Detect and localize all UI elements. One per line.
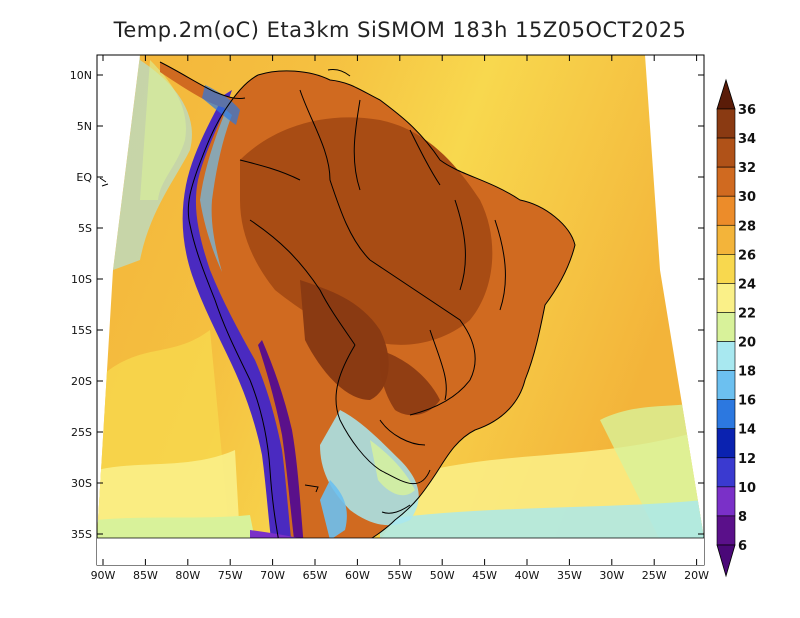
x-tick-label: 40W xyxy=(515,569,540,582)
country-borders xyxy=(99,61,576,549)
y-axis: 10N 5N EQ 5S 10S 15S 20S 25S 30S 35S xyxy=(70,69,704,541)
x-tick-label: 60W xyxy=(345,569,370,582)
x-tick-label: 80W xyxy=(175,569,200,582)
colorbar-label: 18 xyxy=(738,365,756,380)
colorbar-segment xyxy=(716,283,736,313)
colorbar-label: 12 xyxy=(738,452,756,467)
colorbar-label: 8 xyxy=(738,510,747,525)
y-tick-label: 5N xyxy=(77,120,92,133)
colorbar-segment xyxy=(716,224,736,255)
colorbar-bottom-arrow xyxy=(716,544,736,578)
colorbar: 36 34 32 30 28 26 24 22 20 18 16 14 12 10 8 6 xyxy=(716,78,756,578)
y-tick-label: 5S xyxy=(78,222,92,235)
x-tick-label: 85W xyxy=(133,569,158,582)
y-tick-label: 10S xyxy=(71,273,92,286)
colorbar-label: 22 xyxy=(738,306,756,321)
x-tick-label: 75W xyxy=(218,569,243,582)
colorbar-label: 32 xyxy=(738,161,756,176)
x-tick-label: 35W xyxy=(557,569,582,582)
x-tick-label: 55W xyxy=(387,569,412,582)
x-tick-label: 65W xyxy=(303,569,328,582)
colorbar-label: 16 xyxy=(738,394,756,409)
colorbar-label: 34 xyxy=(738,132,756,147)
colorbar-segment xyxy=(716,341,736,371)
colorbar-segment xyxy=(716,312,736,342)
x-tick-label: 25W xyxy=(642,569,667,582)
colorbar-segment xyxy=(716,486,736,517)
colorbar-label: 30 xyxy=(738,190,756,205)
colorbar-label: 20 xyxy=(738,336,756,351)
colorbar-label: 14 xyxy=(738,423,756,438)
colorbar-label: 36 xyxy=(738,103,756,118)
colorbar-label: 10 xyxy=(738,481,756,496)
colorbar-segment xyxy=(716,195,736,226)
andes-cold-band xyxy=(182,90,292,538)
colorbar-segment xyxy=(716,457,736,488)
y-tick-label: 30S xyxy=(71,477,92,490)
map-title: Temp.2m(oC) Eta3km SiSMOM 183h 15Z05OCT2… xyxy=(113,18,687,42)
colorbar-segment xyxy=(716,515,736,546)
colorbar-label: 28 xyxy=(738,219,756,234)
colorbar-segment xyxy=(716,399,736,430)
colorbar-label: 6 xyxy=(738,539,747,554)
x-tick-label: 90W xyxy=(91,569,116,582)
colorbar-label: 24 xyxy=(738,277,756,292)
x-tick-label: 20W xyxy=(684,569,709,582)
y-tick-label: 20S xyxy=(71,375,92,388)
colorbar-segment xyxy=(716,370,736,400)
y-tick-label: 10N xyxy=(70,69,92,82)
colorbar-segment xyxy=(716,108,736,139)
x-tick-label: 50W xyxy=(430,569,455,582)
x-tick-label: 30W xyxy=(599,569,624,582)
y-tick-label: 35S xyxy=(71,528,92,541)
y-tick-label: 25S xyxy=(71,426,92,439)
colorbar-top-arrow xyxy=(716,78,736,110)
colorbar-segment xyxy=(716,254,736,284)
colorbar-segment xyxy=(716,166,736,197)
y-tick-label: 15S xyxy=(71,324,92,337)
x-tick-label: 70W xyxy=(260,569,285,582)
colorbar-segment xyxy=(716,428,736,459)
map-field xyxy=(97,55,704,538)
x-tick-label: 45W xyxy=(472,569,497,582)
y-tick-label: EQ xyxy=(76,171,92,184)
x-axis: 90W 85W 80W 75W 70W 65W 60W 55W 50W 45W 40W 35W 30W 2… xyxy=(91,55,709,582)
colorbar-segment xyxy=(716,137,736,168)
colorbar-label: 26 xyxy=(738,248,756,263)
